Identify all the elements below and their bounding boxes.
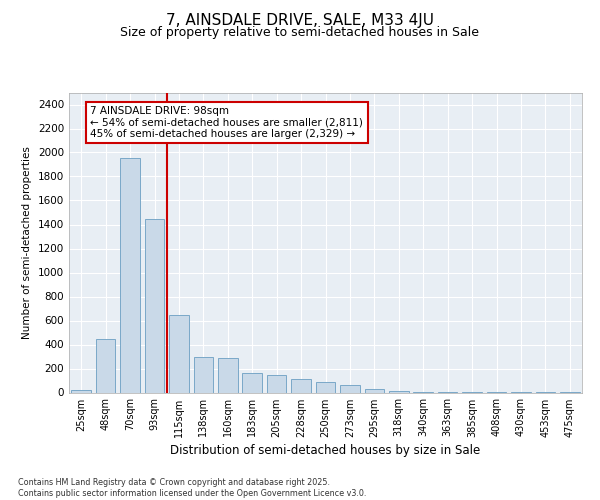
X-axis label: Distribution of semi-detached houses by size in Sale: Distribution of semi-detached houses by … (170, 444, 481, 456)
Bar (316, 382, 335, 392)
Text: 7 AINSDALE DRIVE: 98sqm
← 54% of semi-detached houses are smaller (2,811)
45% of: 7 AINSDALE DRIVE: 98sqm ← 54% of semi-de… (91, 106, 364, 139)
Bar (365, 389, 384, 392)
Bar (169, 314, 188, 392)
Bar (194, 356, 213, 392)
Bar (389, 390, 409, 392)
Text: Contains HM Land Registry data © Crown copyright and database right 2025.
Contai: Contains HM Land Registry data © Crown c… (18, 478, 367, 498)
Bar (267, 375, 286, 392)
Bar (120, 158, 140, 392)
Y-axis label: Number of semi-detached properties: Number of semi-detached properties (22, 146, 32, 339)
Bar (145, 218, 164, 392)
Bar (340, 384, 360, 392)
Text: 7, AINSDALE DRIVE, SALE, M33 4JU: 7, AINSDALE DRIVE, SALE, M33 4JU (166, 12, 434, 28)
Bar (96, 338, 115, 392)
Bar (291, 378, 311, 392)
Bar (218, 358, 238, 392)
Bar (71, 390, 91, 392)
Bar (242, 372, 262, 392)
Text: Size of property relative to semi-detached houses in Sale: Size of property relative to semi-detach… (121, 26, 479, 39)
